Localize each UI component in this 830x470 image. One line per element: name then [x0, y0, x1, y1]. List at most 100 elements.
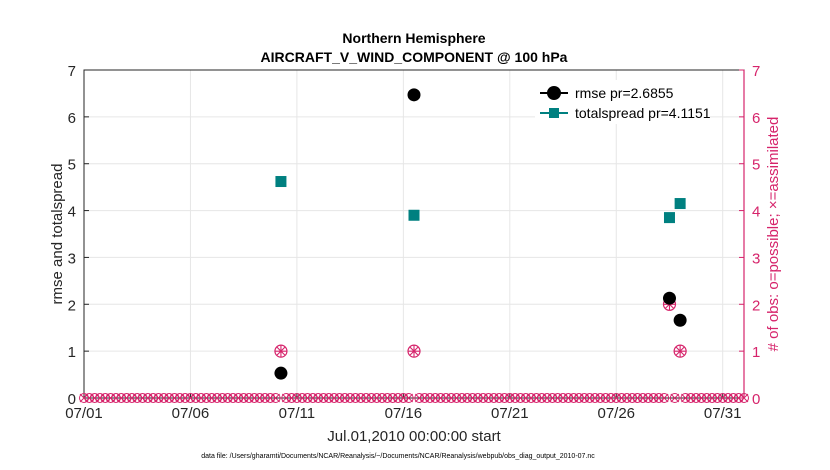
- obs-zero-possible-point: [424, 393, 435, 403]
- obs-zero-possible-point: [254, 393, 265, 403]
- obs-zero-possible-point: [712, 393, 723, 403]
- obs-zero-possible-point: [84, 393, 95, 403]
- obs-zero-possible-point: [345, 393, 356, 403]
- obs-zero-possible-point: [728, 393, 739, 403]
- obs-zero-possible-point: [185, 393, 196, 403]
- obs-zero-possible-point: [611, 393, 622, 403]
- rmse-point: [274, 366, 288, 380]
- obs-zero-possible-point: [669, 393, 680, 403]
- y-tick-label-right: 3: [752, 250, 760, 267]
- obs-zero-possible-point: [584, 393, 595, 403]
- x-tick-label: 07/11: [279, 405, 315, 422]
- obs-zero-possible-point: [403, 393, 414, 403]
- obs-zero-possible-point: [126, 393, 137, 403]
- obs-zero-assimilated-point: [739, 393, 749, 403]
- obs-zero-possible-point: [627, 393, 638, 403]
- y-tick-label-left: 3: [68, 250, 76, 267]
- obs-zero-possible-point: [302, 393, 313, 403]
- obs-zero-possible-point: [579, 393, 590, 403]
- obs-zero-possible-point: [414, 393, 425, 403]
- obs-zero-possible-point: [616, 393, 627, 403]
- obs-zero-possible-point: [653, 393, 664, 403]
- obs-zero-possible-point: [739, 393, 749, 403]
- obs-zero-possible-point: [174, 393, 185, 403]
- obs-zero-possible-point: [238, 393, 249, 403]
- obs-zero-possible-point: [558, 393, 569, 403]
- obs-zero-possible-point: [632, 393, 643, 403]
- obs-zero-possible-point: [659, 393, 670, 403]
- obs-zero-assimilated-point: [271, 393, 280, 403]
- totalspread-point: [663, 212, 675, 224]
- obs-zero-assimilated-point: [659, 393, 669, 403]
- obs-zero-possible-point: [547, 393, 558, 403]
- obs-assimilated-point: [408, 345, 420, 358]
- obs-zero-possible-point: [483, 393, 494, 403]
- obs-assimilated-point: [674, 345, 687, 358]
- obs-zero-possible-point: [339, 393, 350, 403]
- y-axis-label-right: # of obs: o=possible; ×=assimilated: [765, 117, 782, 352]
- obs-zero-possible-point: [286, 393, 297, 403]
- obs-zero-possible-point: [212, 393, 223, 403]
- obs-zero-possible-point: [478, 393, 489, 403]
- chart-title: Northern Hemisphere: [342, 30, 485, 46]
- x-tick-label: 07/31: [704, 405, 742, 422]
- x-tick-label: 07/01: [65, 405, 103, 422]
- obs-zero-possible-point: [233, 393, 244, 403]
- obs-zero-possible-point: [196, 393, 207, 403]
- obs-zero-possible-point: [361, 393, 372, 403]
- y-tick-label-right: 7: [752, 63, 760, 80]
- y-tick-label-left: 2: [68, 297, 76, 314]
- obs-zero-possible-point: [142, 393, 153, 403]
- obs-zero-possible-point: [643, 393, 654, 403]
- obs-zero-possible-point: [456, 393, 467, 403]
- obs-zero-possible-point: [137, 393, 148, 403]
- obs-zero-possible-point: [329, 393, 340, 403]
- y-tick-label-right: 2: [752, 297, 760, 314]
- obs-zero-possible-point: [259, 393, 270, 403]
- obs-zero-possible-point: [531, 393, 542, 403]
- obs-zero-possible-point: [190, 393, 201, 403]
- obs-zero-possible-point: [281, 393, 292, 403]
- y-tick-label-right: 6: [752, 110, 760, 127]
- obs-zero-possible-point: [180, 393, 191, 403]
- obs-zero-possible-point: [398, 393, 409, 403]
- obs-zero-possible-point: [307, 393, 318, 403]
- obs-zero-possible-point: [249, 393, 260, 403]
- obs-zero-possible-point: [94, 393, 105, 403]
- legend-box: [535, 80, 710, 124]
- y-tick-label-left: 5: [68, 157, 76, 174]
- obs-zero-possible-point: [201, 393, 212, 403]
- obs-zero-possible-point: [589, 393, 600, 403]
- obs-zero-possible-point: [79, 393, 89, 403]
- obs-zero-possible-point: [100, 393, 111, 403]
- y-tick-label-right: 4: [752, 204, 760, 221]
- obs-zero-possible-point: [691, 393, 702, 403]
- obs-zero-possible-point: [488, 393, 499, 403]
- obs-zero-possible-point: [472, 393, 483, 403]
- axis-ticks: 0 0 1 1 2 2 3 3 4 4 5 5 6 6 7 7 07/01 07/06 07/11 07/16 07/2…: [65, 63, 760, 422]
- chart-subtitle: AIRCRAFT_V_WIND_COMPONENT @ 100 hPa: [261, 49, 568, 65]
- obs-zero-possible-point: [637, 393, 648, 403]
- obs-zero-assimilated-point: [404, 393, 414, 403]
- obs-zero-possible-point: [462, 393, 473, 403]
- obs-zero-possible-point: [526, 393, 537, 403]
- rmse-point: [407, 88, 421, 102]
- obs-zero-possible-point: [430, 393, 441, 403]
- obs-zero-possible-point: [515, 393, 526, 403]
- obs-zero-possible-point: [148, 393, 159, 403]
- legend-rmse-label: rmse pr=2.6855: [575, 85, 674, 101]
- obs-zero-possible-point: [366, 393, 377, 403]
- x-tick-label: 07/16: [385, 405, 423, 422]
- totalspread-point: [408, 209, 420, 221]
- obs-zero-possible-point: [265, 393, 276, 403]
- obs-zero-possible-point: [132, 393, 143, 403]
- obs-zero-possible-point: [222, 393, 233, 403]
- obs-zero-possible-point: [291, 393, 302, 403]
- obs-zero-possible-point: [440, 393, 451, 403]
- obs-zero-possible-point: [110, 393, 121, 403]
- obs-zero-possible-point: [121, 393, 132, 403]
- obs-zero-possible-point: [520, 393, 531, 403]
- y-tick-label-left: 0: [68, 391, 76, 408]
- obs-zero-possible-point: [733, 393, 744, 403]
- obs-zero-possible-point: [355, 393, 366, 403]
